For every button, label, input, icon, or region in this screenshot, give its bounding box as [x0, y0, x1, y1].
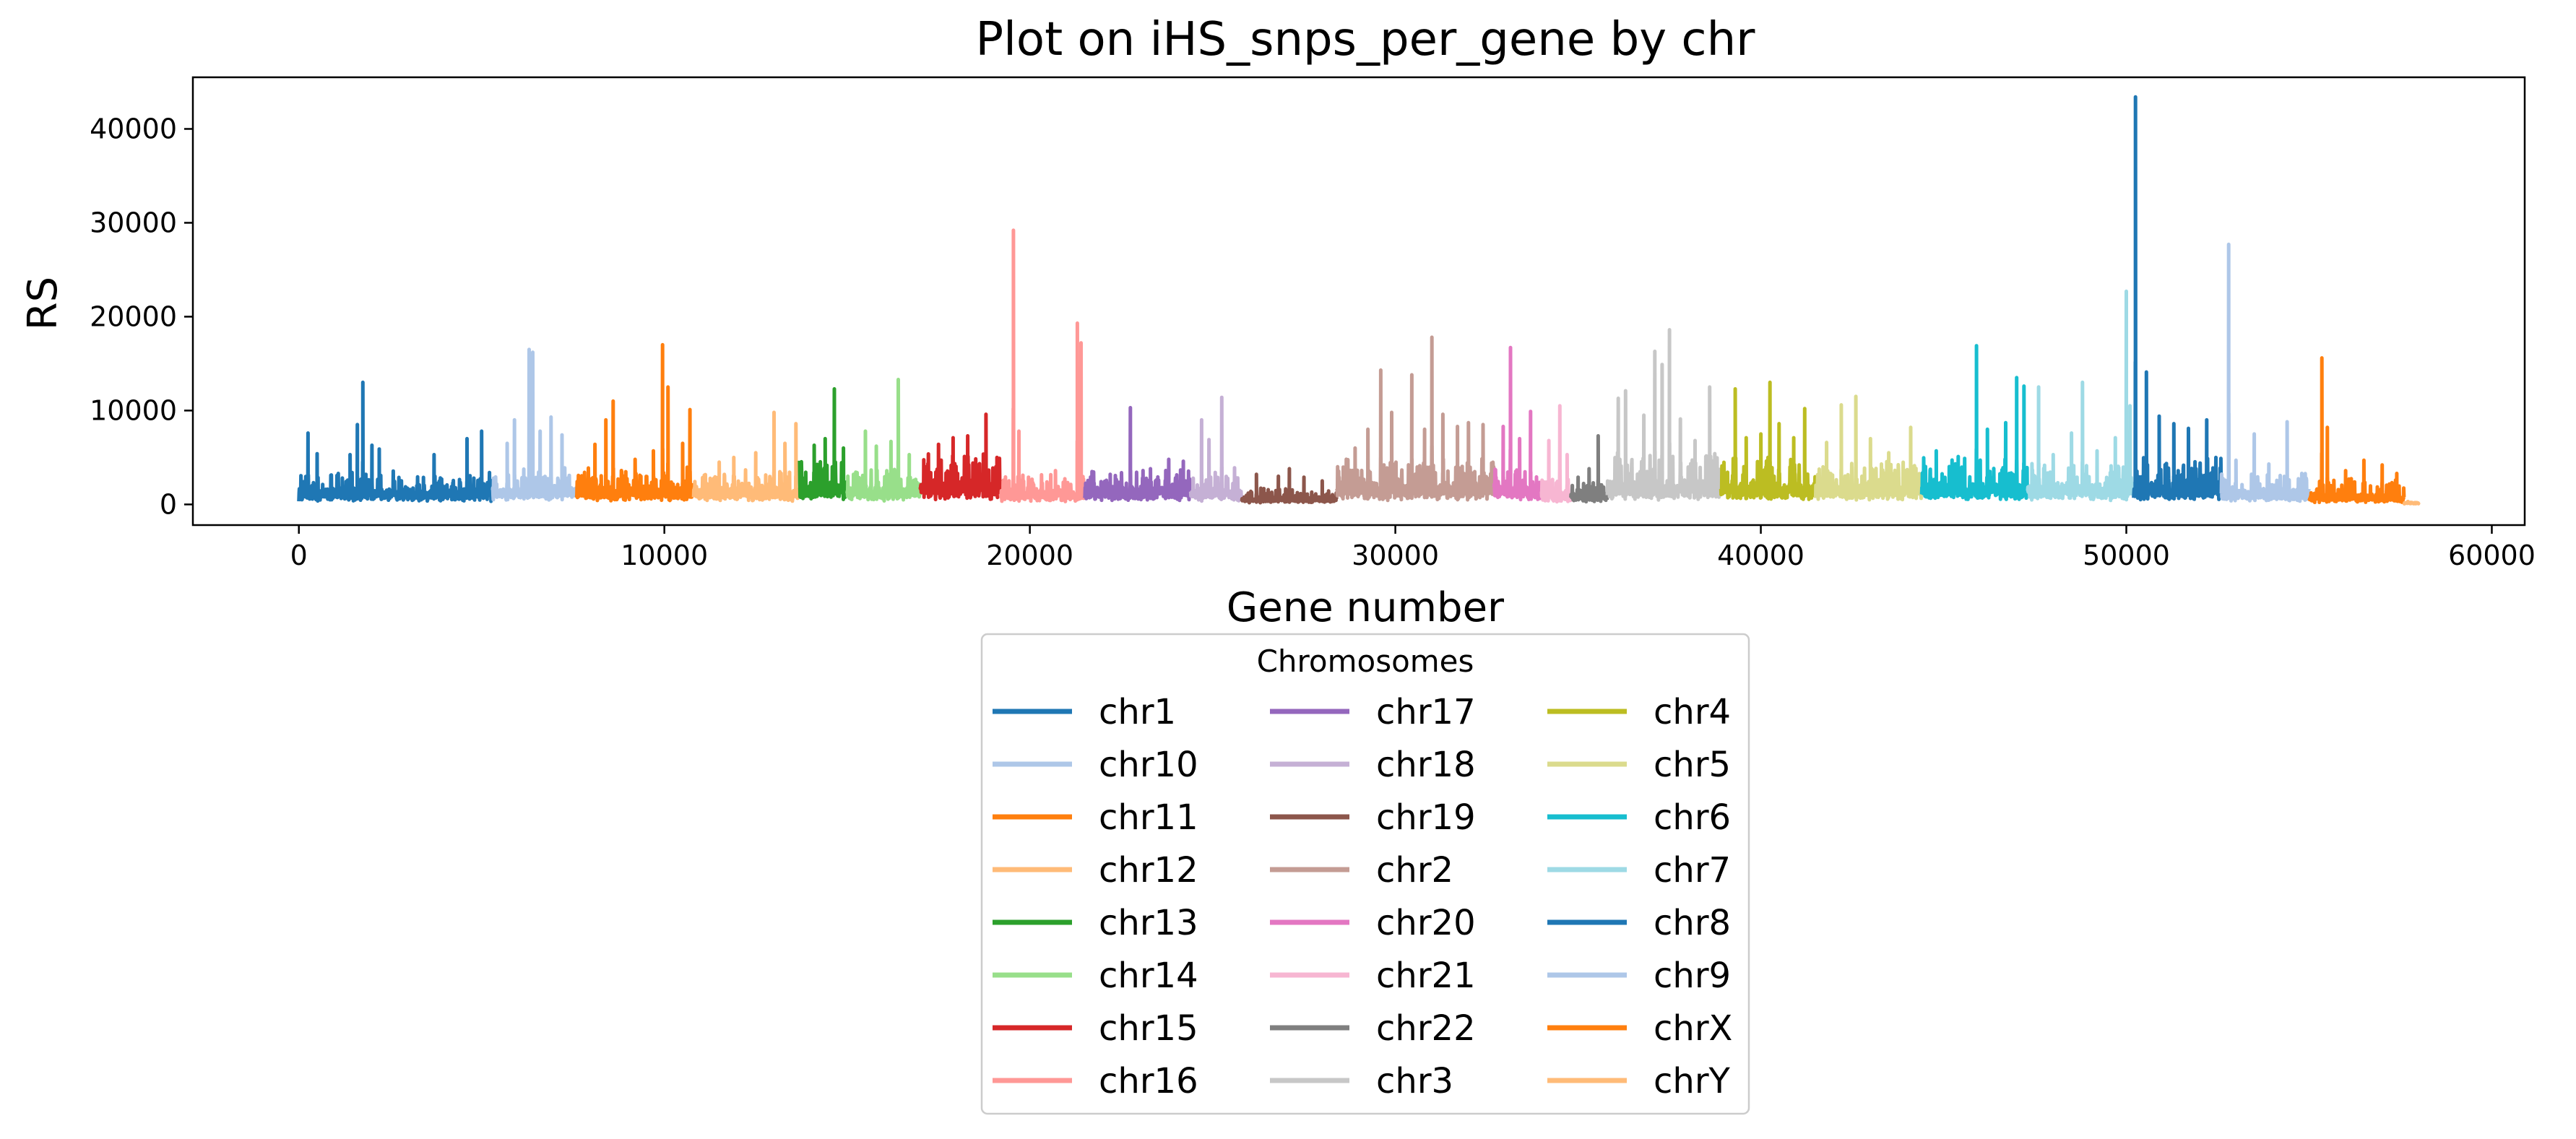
legend-label-chr17: chr17 [1376, 692, 1476, 732]
y-tick-label: 10000 [90, 394, 177, 426]
legend-label-chr3: chr3 [1376, 1061, 1453, 1101]
series-line-chr15 [918, 412, 1003, 502]
series-line-chr20 [1492, 345, 1544, 502]
legend-label-chr8: chr8 [1654, 903, 1731, 943]
x-tick-label: 0 [290, 540, 308, 571]
y-axis-label: RS [20, 277, 66, 330]
legend: Chromosomes chr1 chr10 chr11 chr12 chr13 chr1… [980, 633, 1750, 1115]
series-line-chr16 [998, 228, 1086, 503]
y-tick-label: 20000 [90, 300, 177, 332]
series-line-chr19 [1240, 467, 1339, 505]
series-line-chrY [2402, 499, 2421, 506]
series-line-chr11 [574, 342, 696, 503]
legend-label-chr12: chr12 [1099, 850, 1198, 891]
series-line-chr14 [845, 378, 922, 503]
legend-box [980, 633, 1750, 1115]
series-line-chr2 [1335, 335, 1496, 503]
x-tick-label: 10000 [621, 540, 708, 571]
y-tick-label: 30000 [90, 207, 177, 238]
legend-label-chr4: chr4 [1654, 692, 1731, 732]
legend-label-chr10: chr10 [1099, 745, 1198, 785]
legend-label-chr6: chr6 [1654, 797, 1731, 838]
x-tick-label: 50000 [2083, 540, 2170, 571]
series-layer [297, 95, 2421, 506]
legend-label-chr16: chr16 [1099, 1061, 1198, 1101]
legend-label-chr1: chr1 [1099, 692, 1176, 732]
series-line-chr12 [691, 410, 802, 503]
chart-title: Plot on iHS_snps_per_gene by chr [976, 13, 1756, 66]
legend-label-chr18: chr18 [1376, 745, 1476, 785]
y-tick-label: 40000 [90, 113, 177, 144]
series-line-chr22 [1569, 434, 1609, 504]
legend-label-chr21: chr21 [1376, 956, 1476, 996]
legend-label-chr5: chr5 [1654, 745, 1731, 785]
legend-label-chr15: chr15 [1099, 1008, 1198, 1049]
legend-label-chr22: chr22 [1376, 1008, 1476, 1049]
legend-title: Chromosomes [1257, 644, 1474, 679]
legend-label-chr11: chr11 [1099, 797, 1198, 838]
x-tick-label: 30000 [1352, 540, 1439, 571]
legend-label-chr9: chr9 [1654, 956, 1731, 996]
series-line-chr5 [1813, 394, 1924, 502]
series-line-chr13 [798, 387, 849, 501]
series-line-chr8 [2132, 95, 2223, 502]
series-line-chr17 [1083, 406, 1193, 503]
x-axis-label: Gene number [1227, 584, 1505, 631]
plot-frame [191, 76, 2526, 527]
legend-label-chrX: chrX [1654, 1008, 1732, 1049]
series-line-chr10 [490, 347, 579, 502]
series-line-chr7 [2026, 289, 2135, 503]
series-line-chr4 [1719, 380, 1818, 501]
legend-label-chr14: chr14 [1099, 956, 1198, 996]
legend-label-chr7: chr7 [1654, 850, 1731, 891]
ticks-layer: 0 10000 20000 30000 40000 50000 60000 0 10000 200… [90, 113, 2536, 571]
legend-label-chr19: chr19 [1376, 797, 1476, 838]
series-line-chr9 [2219, 242, 2311, 503]
x-tick-label: 60000 [2448, 540, 2536, 571]
legend-label-chrY: chrY [1654, 1061, 1731, 1101]
series-line-chr18 [1188, 395, 1244, 503]
legend-label-chr13: chr13 [1099, 903, 1198, 943]
series-line-chr3 [1605, 328, 1723, 502]
legend-label-chr20: chr20 [1376, 903, 1476, 943]
series-line-chr6 [1919, 344, 2030, 501]
legend-label-chr2: chr2 [1376, 850, 1453, 891]
series-line-chrX [2307, 356, 2406, 504]
series-line-chr21 [1539, 404, 1573, 504]
y-tick-label: 0 [160, 488, 177, 520]
x-tick-label: 20000 [986, 540, 1073, 571]
x-tick-label: 40000 [1717, 540, 1805, 571]
series-line-chr1 [297, 380, 495, 503]
